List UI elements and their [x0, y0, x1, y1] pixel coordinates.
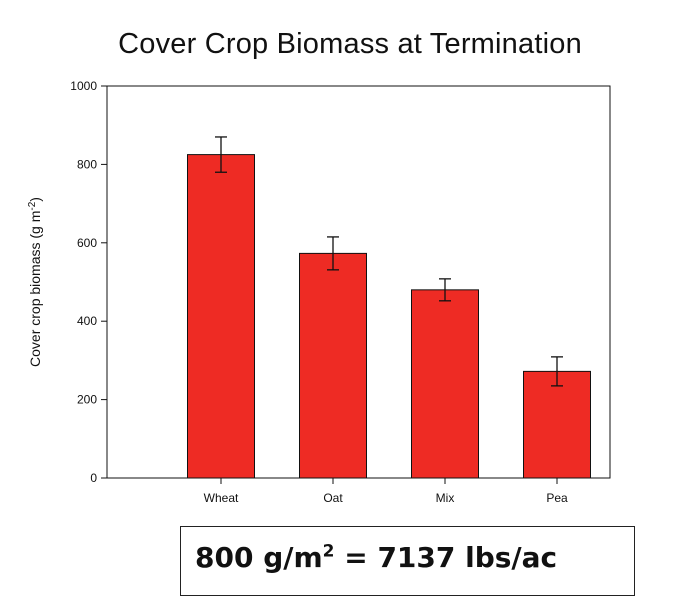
conversion-note-exponent: 2 [322, 541, 335, 562]
bar-pea [523, 370, 591, 479]
bar-oat [299, 252, 367, 479]
bar-mix [411, 289, 479, 479]
bar-wheat [187, 154, 255, 479]
y-tick-label-800: 800 [77, 157, 97, 171]
conversion-note-box: 800 g/m2 = 7137 lbs/ac [180, 526, 635, 596]
y-tick-label-400: 400 [77, 314, 97, 328]
y-tick-label-200: 200 [77, 393, 97, 407]
y-tick-label-0: 0 [90, 471, 97, 485]
y-axis-label-close: ) [27, 197, 43, 202]
y-tick-label-1000: 1000 [70, 79, 97, 93]
chart-title: Cover Crop Biomass at Termination [118, 28, 582, 60]
y-axis-label: Cover crop biomass (g m-2) [27, 197, 43, 367]
conversion-note-suffix: = 7137 lbs/ac [334, 541, 558, 574]
x-tick-label-oat: Oat [323, 491, 343, 505]
x-tick-label-wheat: Wheat [204, 491, 239, 505]
conversion-note-prefix: 800 g/m [195, 541, 323, 574]
y-axis-label-text: Cover crop biomass (g m [27, 211, 43, 367]
x-tick-label-pea: Pea [546, 491, 568, 505]
y-axis-label-exponent: -2 [27, 201, 38, 210]
conversion-note: 800 g/m2 = 7137 lbs/ac [195, 541, 557, 574]
x-tick-label-mix: Mix [436, 491, 455, 505]
y-tick-label-600: 600 [77, 236, 97, 250]
